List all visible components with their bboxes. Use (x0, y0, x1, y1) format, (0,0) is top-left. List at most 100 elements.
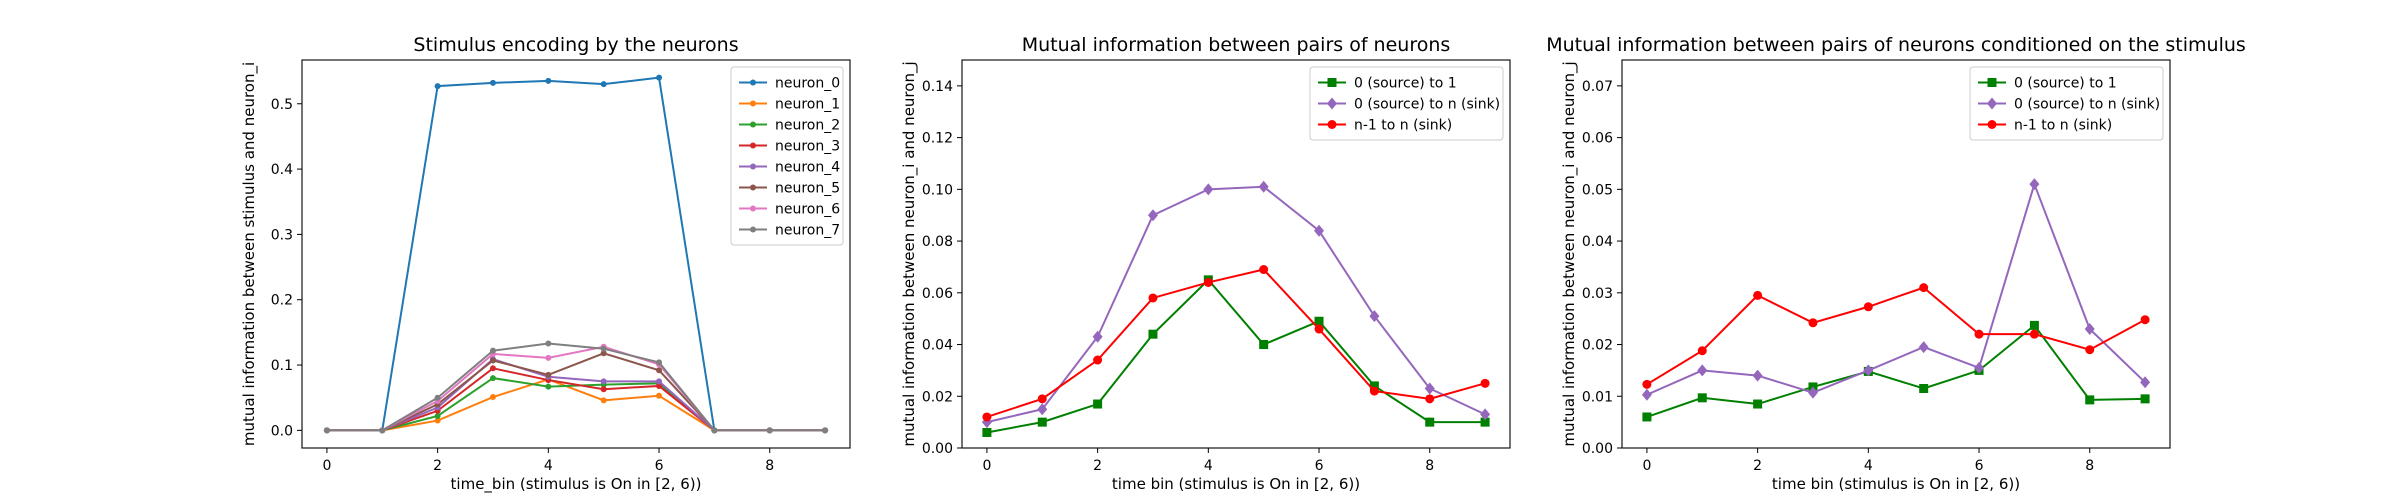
legend-swatch-marker (750, 79, 756, 86)
x-tick-label: 8 (2085, 458, 2094, 474)
data-point (1807, 386, 1818, 399)
data-point (1258, 180, 1269, 193)
series-2 (981, 180, 1491, 429)
legend-box (1969, 66, 2164, 141)
plot-frame (1621, 59, 2171, 449)
legend-swatch-marker (1327, 97, 1337, 110)
y-tick-label: 0.10 (922, 182, 953, 198)
y-tick-label: 0.14 (922, 79, 953, 95)
legend-entry: 0 (source) to n (sink) (1978, 97, 2160, 113)
legend-entry: neuron_1 (739, 97, 840, 113)
legend-box (1309, 66, 1504, 141)
x-tick-label: 2 (433, 458, 442, 474)
y-tick-label: 0.03 (1582, 286, 1613, 302)
legend-entry: neuron_3 (739, 139, 840, 155)
data-point (656, 359, 663, 366)
legend: neuron_0 neuron_1 neuron_2 neuron_3 neuron_4… (730, 66, 844, 246)
y-tick-label: 0.01 (1582, 389, 1613, 405)
legend-swatch-marker (1327, 78, 1337, 87)
data-point (1369, 381, 1379, 391)
y-axis-label: mutual information between neuron_i and … (900, 61, 919, 446)
legend-label: 0 (source) to 1 (1354, 76, 1457, 92)
data-point (1037, 403, 1048, 416)
legend: 0 (source) to 1 0 (source) to n (sink) n-1… (1309, 66, 1504, 141)
data-point (2085, 345, 2095, 355)
legend-swatch-marker (750, 142, 756, 149)
legend: 0 (source) to 1 0 (source) to n (sink) n-1… (1969, 66, 2164, 141)
legend-swatch-marker (1987, 120, 1997, 129)
x-tick-label: 6 (1975, 458, 1984, 474)
data-point (489, 394, 496, 401)
x-tick-label: 8 (765, 458, 774, 474)
legend-swatch-marker (750, 184, 756, 191)
data-point (2085, 395, 2095, 405)
data-point (600, 386, 607, 393)
y-tick-label: 0.12 (922, 131, 953, 147)
data-point (711, 427, 718, 434)
y-tick-label: 0.06 (922, 286, 953, 302)
legend-swatch-marker (1327, 120, 1337, 129)
data-point (1203, 277, 1213, 287)
data-point (1919, 384, 1929, 394)
data-point (545, 340, 552, 347)
data-point (2140, 315, 2150, 325)
chart-title: Mutual information between pairs of neur… (1022, 34, 1451, 56)
legend-label: n-1 to n (sink) (2014, 118, 2112, 134)
legend-entry: 0 (source) to 1 (1978, 76, 2117, 92)
data-point (489, 347, 496, 354)
data-point (1753, 399, 1763, 409)
x-tick-label: 6 (1315, 458, 1324, 474)
legend-entry: n-1 to n (sink) (1318, 118, 1452, 134)
x-axis-label: time bin (stimulus is On in [2, 6)) (1772, 475, 2020, 493)
legend-entry: neuron_4 (739, 160, 840, 176)
data-point (1642, 412, 1652, 422)
plot-frame (301, 59, 851, 449)
x-tick-label: 8 (1425, 458, 1434, 474)
legend-label: neuron_6 (775, 202, 840, 218)
legend-swatch-marker (750, 163, 756, 170)
data-point (1203, 183, 1214, 196)
data-point (545, 383, 552, 390)
legend-label: neuron_5 (775, 181, 840, 197)
data-point (656, 382, 663, 389)
data-point (1697, 346, 1707, 356)
x-tick-label: 0 (322, 458, 331, 474)
data-point (2029, 320, 2039, 330)
series-line (986, 185, 1486, 424)
chart-title: Stimulus encoding by the neurons (413, 34, 738, 56)
series-line (326, 342, 826, 432)
x-tick-label: 2 (1753, 458, 1762, 474)
legend-swatch-marker (750, 226, 756, 233)
legend-label: neuron_0 (775, 76, 840, 92)
y-tick-label: 0.5 (271, 97, 293, 113)
data-point (1037, 394, 1047, 404)
data-point (600, 350, 607, 357)
y-axis-label: mutual information between neuron_i and … (1560, 61, 1579, 446)
data-point (1259, 265, 1269, 275)
data-point (1037, 417, 1047, 427)
y-tick-label: 0.4 (271, 162, 293, 178)
data-point (982, 412, 992, 422)
series-line (1646, 181, 2146, 396)
data-point (434, 83, 441, 90)
data-point (1314, 324, 1324, 334)
y-tick-label: 0.0 (271, 423, 293, 439)
data-point (1425, 394, 1435, 404)
legend-swatch-marker (750, 205, 756, 212)
y-tick-label: 0.07 (1582, 79, 1613, 95)
legend-entry: neuron_0 (739, 76, 840, 92)
data-point (1424, 382, 1435, 395)
data-point (323, 427, 330, 434)
y-axis-label: mutual information between stimulus and … (240, 62, 259, 446)
legend-entry: neuron_7 (739, 223, 840, 239)
data-point (379, 427, 386, 434)
chart-panel-2: 0 2 4 6 8 0.00 0.02 0.04 0.06 0.08 0.10 0.12 0.14 Mut… (900, 34, 1511, 493)
legend-label: 0 (source) to n (sink) (1354, 97, 1500, 113)
data-point (434, 412, 441, 419)
legend-label: neuron_7 (775, 223, 840, 239)
y-tick-label: 0.08 (922, 234, 953, 250)
plot-frame (961, 59, 1511, 449)
y-tick-label: 0.00 (922, 441, 953, 457)
y-tick-label: 0.2 (271, 293, 293, 309)
